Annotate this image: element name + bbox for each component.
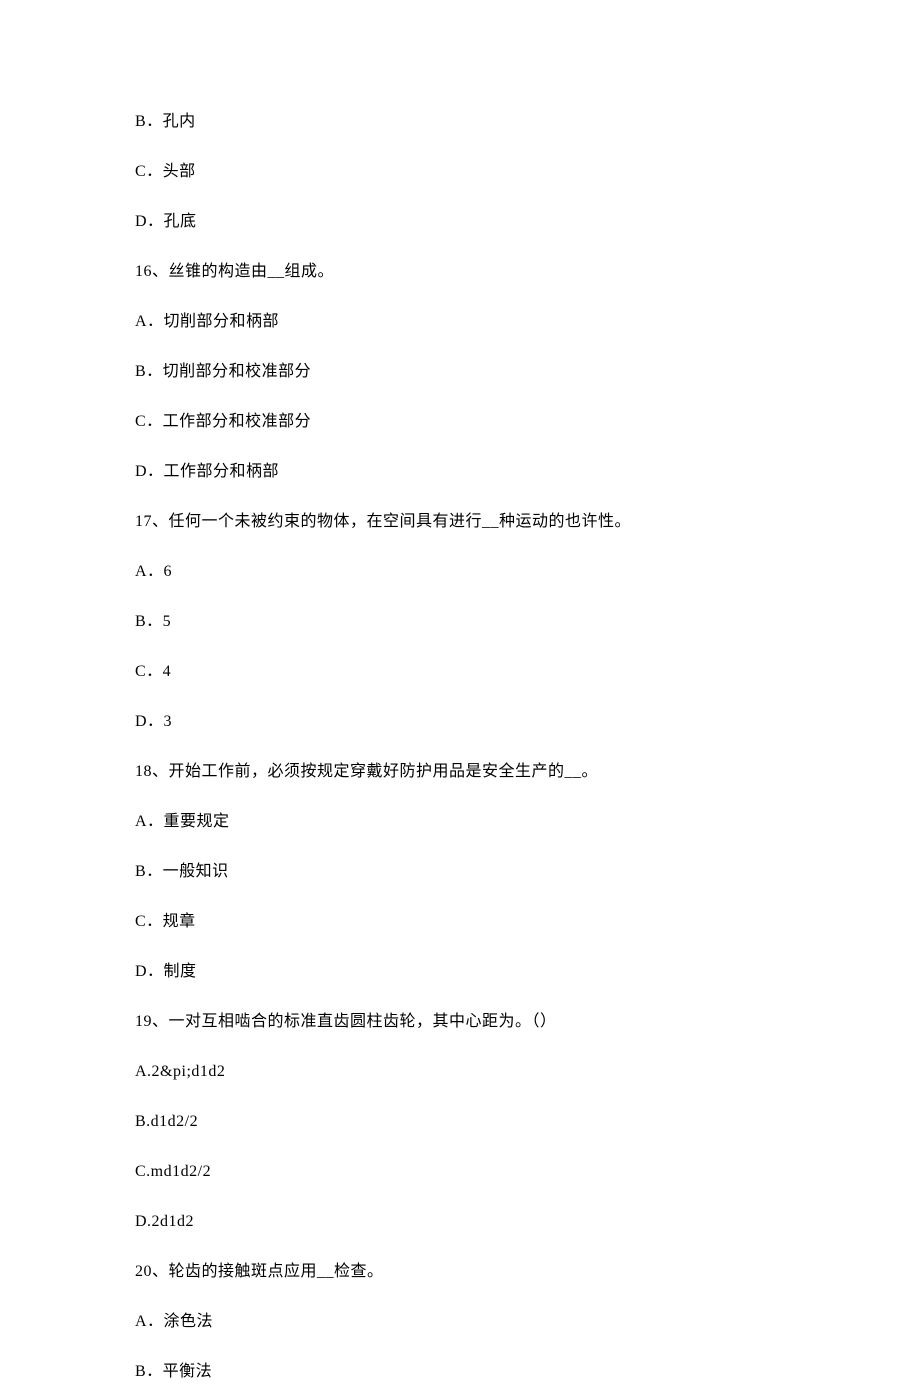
text-line: 19、一对互相啮合的标准直齿圆柱齿轮，其中心距为。（） <box>135 1010 785 1034</box>
text-line: B．一般知识 <box>135 860 785 884</box>
text-line: A．切削部分和柄部 <box>135 310 785 334</box>
text-line: 17、任何一个未被约束的物体，在空间具有进行__种运动的也许性。 <box>135 510 785 534</box>
text-line: A.2&pi;d1d2 <box>135 1060 785 1084</box>
text-line: D．3 <box>135 710 785 734</box>
text-line: A．6 <box>135 560 785 584</box>
text-line: D．孔底 <box>135 210 785 234</box>
text-line: A．重要规定 <box>135 810 785 834</box>
text-line: B．切削部分和校准部分 <box>135 360 785 384</box>
text-line: C.md1d2/2 <box>135 1160 785 1184</box>
text-line: C．头部 <box>135 160 785 184</box>
text-line: C．规章 <box>135 910 785 934</box>
text-line: D.2d1d2 <box>135 1210 785 1234</box>
text-line: B．5 <box>135 610 785 634</box>
text-line: 16、丝锥的构造由__组成。 <box>135 260 785 284</box>
text-line: 18、开始工作前，必须按规定穿戴好防护用品是安全生产的__。 <box>135 760 785 784</box>
text-line: D．制度 <box>135 960 785 984</box>
text-line: C．工作部分和校准部分 <box>135 410 785 434</box>
text-line: B．平衡法 <box>135 1360 785 1384</box>
text-line: 20、轮齿的接触斑点应用__检查。 <box>135 1260 785 1284</box>
text-line: D．工作部分和柄部 <box>135 460 785 484</box>
text-line: B．孔内 <box>135 110 785 134</box>
text-line: B.d1d2/2 <box>135 1110 785 1134</box>
text-line: C．4 <box>135 660 785 684</box>
text-line: A．涂色法 <box>135 1310 785 1334</box>
